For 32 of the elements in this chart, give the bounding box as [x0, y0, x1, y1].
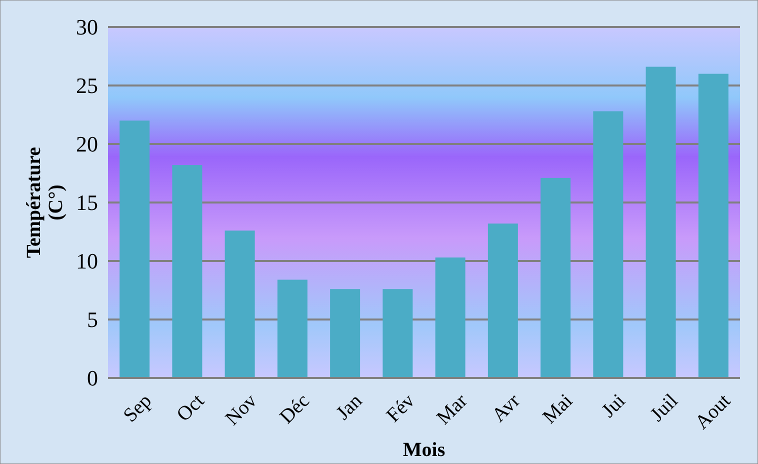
bar: [646, 66, 676, 378]
x-tick-label: Fév: [382, 390, 420, 427]
x-tick-label: Jui: [598, 390, 630, 422]
bar: [540, 178, 571, 378]
bar: [382, 289, 413, 378]
bar: [593, 111, 624, 378]
bar: [277, 280, 308, 378]
x-tick-label: Avr: [488, 390, 525, 426]
x-tick-label: Sep: [119, 390, 156, 427]
x-tick-label: Oct: [172, 390, 209, 426]
y-tick-label: 25: [76, 73, 98, 98]
bar: [435, 257, 466, 378]
x-tick-label: Jan: [332, 390, 366, 424]
y-tick-label: 20: [76, 132, 98, 157]
x-tick-label: Mar: [432, 390, 472, 429]
x-tick-label: Déc: [276, 390, 314, 428]
y-axis-title: Température (C°): [23, 146, 67, 258]
y-tick-label: 0: [87, 366, 98, 391]
x-axis-title: Mois: [402, 439, 446, 461]
y-tick-label: 10: [76, 248, 98, 274]
bar: [698, 74, 728, 378]
y-tick-label: 30: [76, 14, 98, 40]
bar: [120, 120, 150, 378]
bar: [224, 230, 255, 378]
x-tick-label: Mai: [538, 390, 578, 428]
bar: [172, 165, 202, 378]
y-tick-label: 5: [87, 307, 98, 332]
y-tick-label: 15: [76, 190, 98, 216]
bar: [488, 224, 518, 378]
x-tick-label: Nov: [221, 390, 262, 430]
x-tick-label: Juil: [646, 390, 683, 426]
bar: [330, 289, 360, 378]
